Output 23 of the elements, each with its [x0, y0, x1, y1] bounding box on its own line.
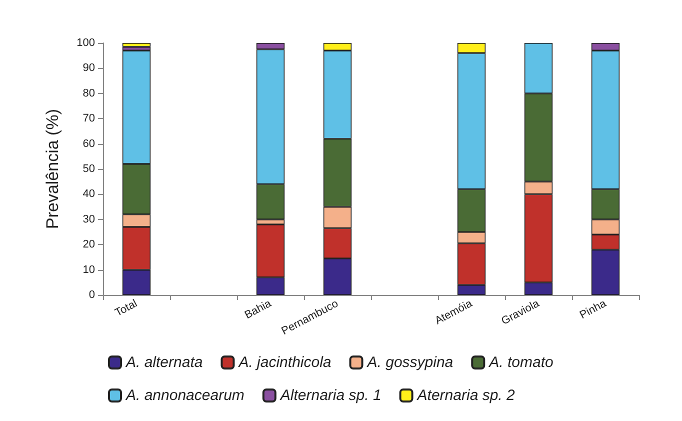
- legend-label: Aternaria sp. 2: [416, 387, 516, 404]
- y-tick-label: 0: [88, 289, 95, 301]
- legend-label: A. jacinthicola: [238, 354, 332, 371]
- legend-label: A. alternata: [125, 354, 203, 371]
- y-tick-label: 90: [82, 62, 95, 74]
- y-tick-label: 50: [82, 163, 95, 175]
- y-tick-label: 40: [82, 188, 95, 200]
- bar: [122, 43, 151, 47]
- legend-label: Alternaria sp. 1: [279, 387, 382, 404]
- y-tick-label: 70: [82, 112, 95, 125]
- legend-label: A. annonacearum: [125, 387, 244, 404]
- y-tick-label: 60: [82, 138, 95, 150]
- y-axis-title: Prevalência (%): [43, 109, 62, 229]
- y-tick-label: 30: [82, 213, 95, 226]
- y-tick-label: 10: [82, 264, 95, 276]
- legend-label: A. gossypina: [366, 354, 454, 371]
- legend-label: A. tomato: [488, 354, 554, 371]
- y-tick-label: 20: [82, 238, 95, 251]
- x-tick-label: Pinha: [578, 297, 610, 322]
- x-tick-label: Total: [113, 298, 140, 320]
- x-tick-label: Bahia: [242, 297, 274, 322]
- y-tick-label: 80: [82, 87, 95, 100]
- y-tick-label: 100: [76, 37, 95, 49]
